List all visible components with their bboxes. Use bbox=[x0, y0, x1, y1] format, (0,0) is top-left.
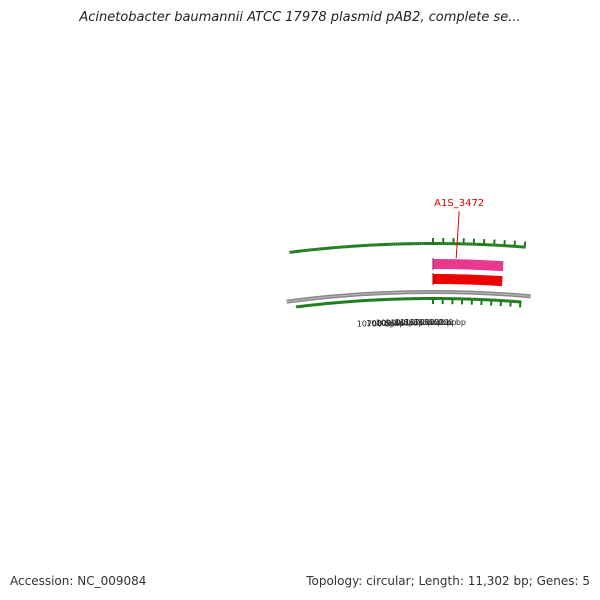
tick-label: 11200 bp bbox=[404, 318, 442, 327]
gene-label[interactable]: A1S_3472 bbox=[434, 198, 484, 209]
major-tick bbox=[523, 241, 527, 249]
major-tick bbox=[519, 300, 522, 308]
feature-layer bbox=[432, 273, 503, 287]
tick-label: 10700 bp bbox=[357, 320, 395, 329]
tick-label: 11000 bp bbox=[385, 318, 423, 327]
tick-label: 100 bp bbox=[429, 318, 457, 327]
tick-label: 11100 bp bbox=[395, 318, 433, 327]
gene-band[interactable] bbox=[432, 258, 504, 272]
topology-summary: Topology: circular; Length: 11,302 bp; G… bbox=[306, 574, 590, 588]
plasmid-backbone-highlight bbox=[286, 291, 531, 303]
map-title: Acinetobacter baumannii ATCC 17978 plasm… bbox=[79, 10, 521, 25]
accession-label: Accession: NC_009084 bbox=[10, 574, 147, 588]
tick-label: 11300 bp bbox=[414, 318, 452, 327]
feature-band[interactable] bbox=[432, 274, 503, 287]
tick-label: 10800 bp bbox=[366, 319, 404, 328]
gene-leader-line bbox=[455, 211, 460, 259]
tick-layer bbox=[289, 238, 527, 309]
gene-layer bbox=[432, 258, 504, 272]
backbone-layer bbox=[286, 290, 531, 304]
tick-label: 200 bp bbox=[438, 318, 466, 327]
tick-label: 10900 bp bbox=[376, 319, 414, 328]
